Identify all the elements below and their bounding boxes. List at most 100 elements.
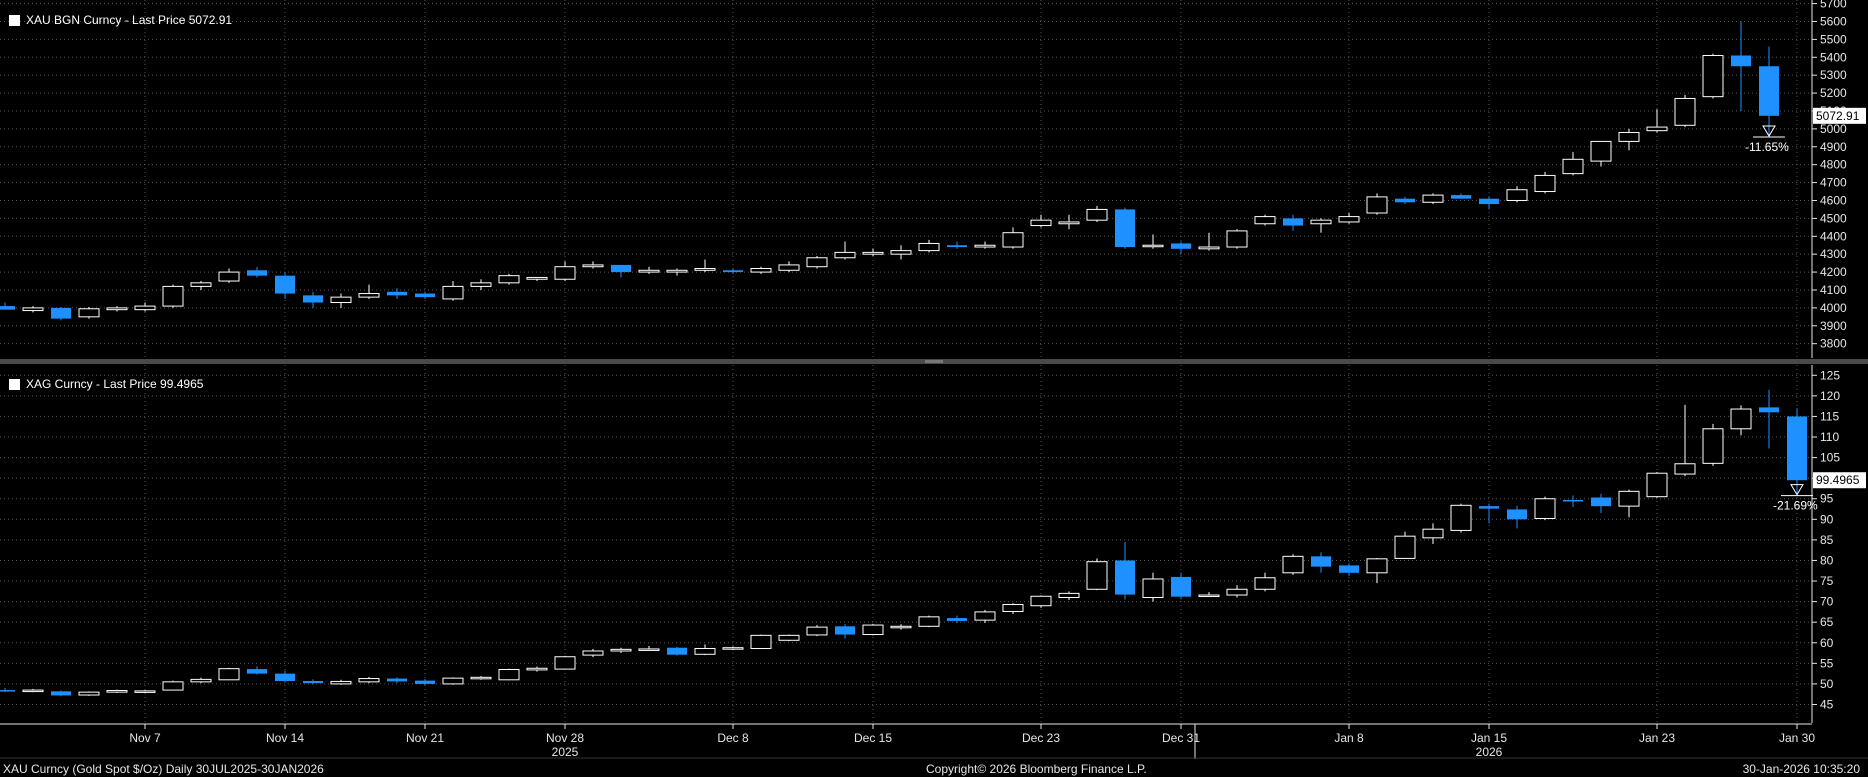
gold-candle-body (162, 285, 184, 307)
gold-candle-body (1506, 189, 1528, 201)
gold-candle-body (1283, 218, 1303, 226)
gold-candle-body (1702, 54, 1724, 98)
legend-swatch (9, 14, 20, 26)
gold-candle-body (1479, 198, 1499, 205)
silver-candle-body (470, 676, 492, 680)
gold-candle-body (1310, 219, 1332, 225)
silver-candle-body (415, 680, 435, 684)
x-tick-label: Dec 8 (717, 731, 749, 745)
silver-candle-body (722, 647, 744, 650)
silver-candle-body (106, 689, 128, 693)
gold-candle-body (1030, 219, 1052, 227)
silver-y-tick-label: 125 (1820, 368, 1840, 382)
silver-y-tick-label: 105 (1820, 451, 1840, 465)
silver-candle-body (134, 690, 156, 693)
silver-candle-body (750, 634, 772, 650)
gold-candle-body (51, 307, 71, 319)
silver-change-label: -21.69% (1773, 499, 1818, 513)
silver-candle-body (1674, 463, 1696, 475)
gold-candle-body (974, 244, 996, 248)
footer-timestamp: 30-Jan-2026 10:35:20 (1742, 762, 1860, 776)
silver-candle-body (162, 681, 184, 691)
silver-candle-body (1422, 528, 1444, 539)
x-tick-label: Nov 7 (129, 731, 161, 745)
gold-candle-body (947, 245, 967, 248)
gold-candle-body (1451, 195, 1471, 199)
gold-y-tick-label: 5000 (1820, 122, 1847, 136)
silver-candle-body (247, 669, 267, 674)
silver-y-tick-label: 70 (1820, 595, 1834, 609)
silver-panel-grid: 4550556065707580859095100105110115120125 (0, 365, 1840, 723)
gold-candle-body (918, 242, 940, 252)
silver-candle-body (1226, 588, 1248, 596)
gold-candle-body (1422, 194, 1444, 203)
silver-candle-body (275, 673, 295, 682)
silver-candle-body (22, 689, 44, 693)
silver-candle-body (835, 626, 855, 635)
gold-candle-body (0, 306, 15, 310)
silver-candle-body (1702, 428, 1724, 464)
silver-candle-body (862, 624, 884, 636)
gold-candle-body (387, 291, 407, 296)
gold-candle-body (247, 270, 267, 276)
silver-candle-body (1787, 416, 1807, 481)
gold-candle-body (526, 276, 548, 280)
silver-candle-body (1534, 498, 1556, 519)
gold-candle-body (582, 264, 604, 268)
silver-candle-body (890, 625, 912, 629)
silver-candle-body (778, 634, 800, 641)
gold-y-tick-label: 5200 (1820, 86, 1847, 100)
gold-candle-body (470, 282, 492, 287)
x-tick-label: Nov 28 (546, 731, 584, 745)
gold-candle-body (1086, 208, 1108, 221)
gold-candle-body (1338, 216, 1360, 223)
silver-candle-body (1142, 578, 1164, 598)
gold-y-tick-label: 5700 (1820, 0, 1847, 11)
axes: 5072.91 -11.65% 99.4965 -21.69% Nov 7 Nov 14 N… (0, 107, 1868, 759)
silver-decline-arrow (1790, 484, 1804, 496)
silver-candle-body (1507, 509, 1527, 520)
silver-candle-body (526, 667, 548, 671)
silver-candle-body (1198, 594, 1220, 598)
silver-candle-body (947, 618, 967, 621)
silver-y-tick-label: 60 (1820, 636, 1834, 650)
gold-candle-body (1142, 244, 1164, 248)
gold-change-label: -11.65% (1745, 140, 1789, 154)
gold-candles (0, 21, 1779, 321)
gold-candle-body (1562, 158, 1584, 175)
gold-y-tick-label: 5500 (1820, 32, 1847, 46)
gold-y-tick-label: 4800 (1820, 158, 1847, 172)
silver-candle-body (1058, 592, 1080, 598)
silver-candle-body (1311, 556, 1331, 567)
silver-candle-body (1591, 497, 1611, 507)
gold-last-price-label: 5072.91 (1816, 109, 1860, 123)
x-tick-label: Nov 14 (266, 731, 304, 745)
silver-y-tick-label: 90 (1820, 512, 1834, 526)
silver-candle-body (387, 678, 407, 682)
gold-y-tick-label: 4700 (1820, 176, 1847, 190)
gold-candle-body (1590, 140, 1612, 162)
gold-candle-body (750, 268, 772, 273)
x-tick-label: Dec 15 (854, 731, 892, 745)
silver-y-tick-label: 65 (1820, 615, 1834, 629)
silver-candle-body (1618, 490, 1640, 507)
silver-legend: XAG Curncy - Last Price 99.4965 (9, 377, 203, 391)
x-tick-label: Jan 30 (1779, 731, 1815, 745)
silver-candle-body (918, 616, 940, 627)
gold-y-tick-label: 5600 (1820, 14, 1847, 28)
x-tick-label: Dec 23 (1022, 731, 1060, 745)
footer-security: XAU Curncy (Gold Spot $/Oz) Daily 30JUL2… (3, 762, 324, 776)
gold-y-tick-label: 4400 (1820, 229, 1847, 243)
gold-y-tick-label: 4600 (1820, 193, 1847, 207)
gold-candle-body (694, 268, 716, 271)
silver-candle-body (1339, 565, 1359, 573)
gold-candle-body (1171, 243, 1191, 249)
gold-candle-body (498, 275, 520, 284)
silver-candle-body (554, 656, 576, 670)
gold-y-tick-label: 4500 (1820, 211, 1847, 225)
gold-y-tick-label: 4000 (1820, 301, 1847, 315)
silver-candle-body (1366, 558, 1388, 574)
gold-candle-body (554, 266, 576, 280)
gold-y-tick-label: 4200 (1820, 265, 1847, 279)
silver-candle-body (1479, 506, 1499, 509)
